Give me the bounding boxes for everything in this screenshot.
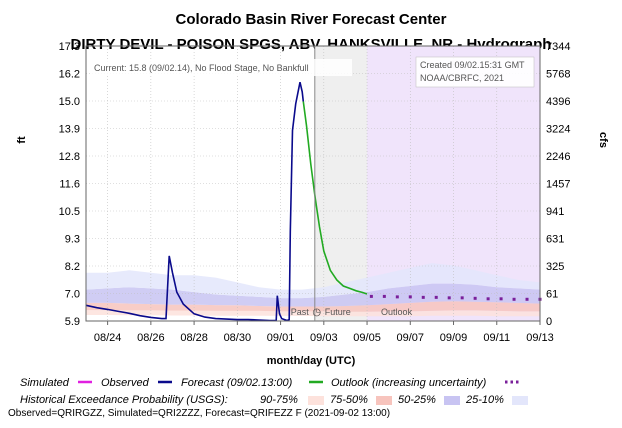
legend-p75-50-label: 75-50% [330, 394, 368, 406]
created-box [415, 56, 535, 88]
outlook-label: Outlook [381, 307, 413, 317]
x-axis-label: month/day (UTC) [267, 355, 356, 367]
source-footer: Observed=QRIRGZZ, Simulated=QRI2ZZZ, For… [8, 408, 390, 419]
x-tick-label: 08/24 [94, 332, 122, 344]
x-tick-label: 09/03 [310, 332, 338, 344]
y-tick-label-right: 0 [546, 316, 552, 328]
legend-observed-label: Observed [101, 377, 150, 389]
y-tick-label-left: 11.6 [59, 179, 80, 191]
y-tick-label-right: 4396 [546, 96, 570, 108]
chart-title: Colorado Basin River Forecast Center [176, 11, 447, 28]
legend-forecast-label: Forecast (09/02.13:00) [181, 377, 293, 389]
y-tick-label-left: 17.3 [59, 41, 80, 53]
outlook-point [408, 295, 412, 299]
current-note: Current: 15.8 (09/02.14), No Flood Stage… [94, 63, 309, 73]
y-tick-labels-right: 0 61 325 631 941 1457 2246 3224 4396 5768 7344 [546, 41, 570, 328]
x-tick-label: 08/26 [137, 332, 165, 344]
credit-note: NOAA/CBRFC, 2021 [420, 73, 504, 83]
legend-p90-75-label: 90-75% [260, 394, 298, 406]
y-tick-label-left: 5.9 [65, 316, 80, 328]
outlook-point [421, 295, 425, 299]
y-tick-label-left: 7.0 [65, 289, 80, 301]
x-tick-label: 09/11 [483, 332, 510, 344]
outlook-point [434, 295, 438, 299]
legend-outlook-label: Outlook (increasing uncertainty) [331, 377, 487, 389]
legend-p25-10-swatch [512, 396, 528, 405]
legend-p90-75-swatch [308, 396, 324, 405]
x-tick-label: 09/01 [267, 332, 295, 344]
legend-hist-title: Historical Exceedance Probability (USGS)… [20, 394, 228, 406]
y-tick-label-right: 3224 [546, 124, 570, 136]
y-tick-label-left: 8.2 [65, 261, 80, 273]
y-tick-label-left: 16.2 [59, 69, 80, 81]
outlook-point [486, 297, 490, 301]
y-tick-label-left: 9.3 [65, 234, 80, 246]
observed-line [85, 82, 305, 322]
x-tick-label: 08/30 [224, 332, 252, 344]
outlook-point [460, 296, 464, 300]
outlook-point [369, 294, 373, 298]
legend-p50-25-swatch [444, 396, 460, 405]
y-tick-label-right: 7344 [546, 41, 570, 53]
x-tick-label: 09/13 [526, 332, 554, 344]
outlook-point [525, 297, 529, 301]
exceedance-band-25-10 [86, 263, 540, 299]
y-tick-label-right: 1457 [546, 179, 570, 191]
legend-simulated-label: Simulated [20, 377, 70, 389]
legend-p25-10-label: 25-10% [465, 394, 504, 406]
past-label: Past [291, 307, 310, 317]
y-tick-label-left: 13.9 [59, 124, 80, 136]
y-axis-label-right: cfs [597, 132, 609, 148]
clock-icon: ◷ [312, 307, 321, 318]
y-tick-label-left: 12.8 [59, 151, 80, 163]
x-tick-label: 08/28 [180, 332, 208, 344]
y-tick-label-right: 325 [546, 261, 564, 273]
y-tick-label-right: 5768 [546, 69, 570, 81]
outlook-point [382, 294, 386, 298]
y-tick-label-left: 15.0 [59, 96, 80, 108]
y-tick-label-right: 61 [546, 289, 558, 301]
legend: Simulated Observed Forecast (09/02.13:00… [20, 377, 528, 406]
legend-p75-50-swatch [376, 396, 392, 405]
outlook-point [512, 297, 516, 301]
outlook-point [473, 296, 477, 300]
y-tick-label-right: 941 [546, 206, 564, 218]
x-tick-label: 09/05 [353, 332, 381, 344]
exceedance-band-50-25 [86, 283, 540, 307]
y-tick-label-left: 10.5 [59, 206, 80, 218]
y-tick-label-right: 2246 [546, 151, 570, 163]
legend-p50-25-label: 50-25% [398, 394, 436, 406]
series [85, 82, 542, 322]
x-tick-label: 09/07 [397, 332, 425, 344]
x-tick-label: 09/09 [440, 332, 468, 344]
y-tick-labels-left: 5.9 7.0 8.2 9.3 10.5 11.6 12.8 13.9 15.0 16.2 17.3 [59, 41, 80, 328]
outlook-point [499, 297, 503, 301]
outlook-point [447, 296, 451, 300]
plot-frame [85, 45, 541, 322]
y-axis-label-left: ft [16, 136, 28, 144]
outlook-point [395, 295, 399, 299]
y-tick-label-right: 631 [546, 234, 564, 246]
x-tick-labels: 08/24 08/26 08/28 08/30 09/01 09/03 09/05 09/07… [94, 321, 554, 344]
created-note: Created 09/02.15:31 GMT [420, 60, 525, 70]
forecast-line [302, 101, 368, 295]
future-label: Future [325, 307, 351, 317]
current-note-box [90, 59, 352, 76]
